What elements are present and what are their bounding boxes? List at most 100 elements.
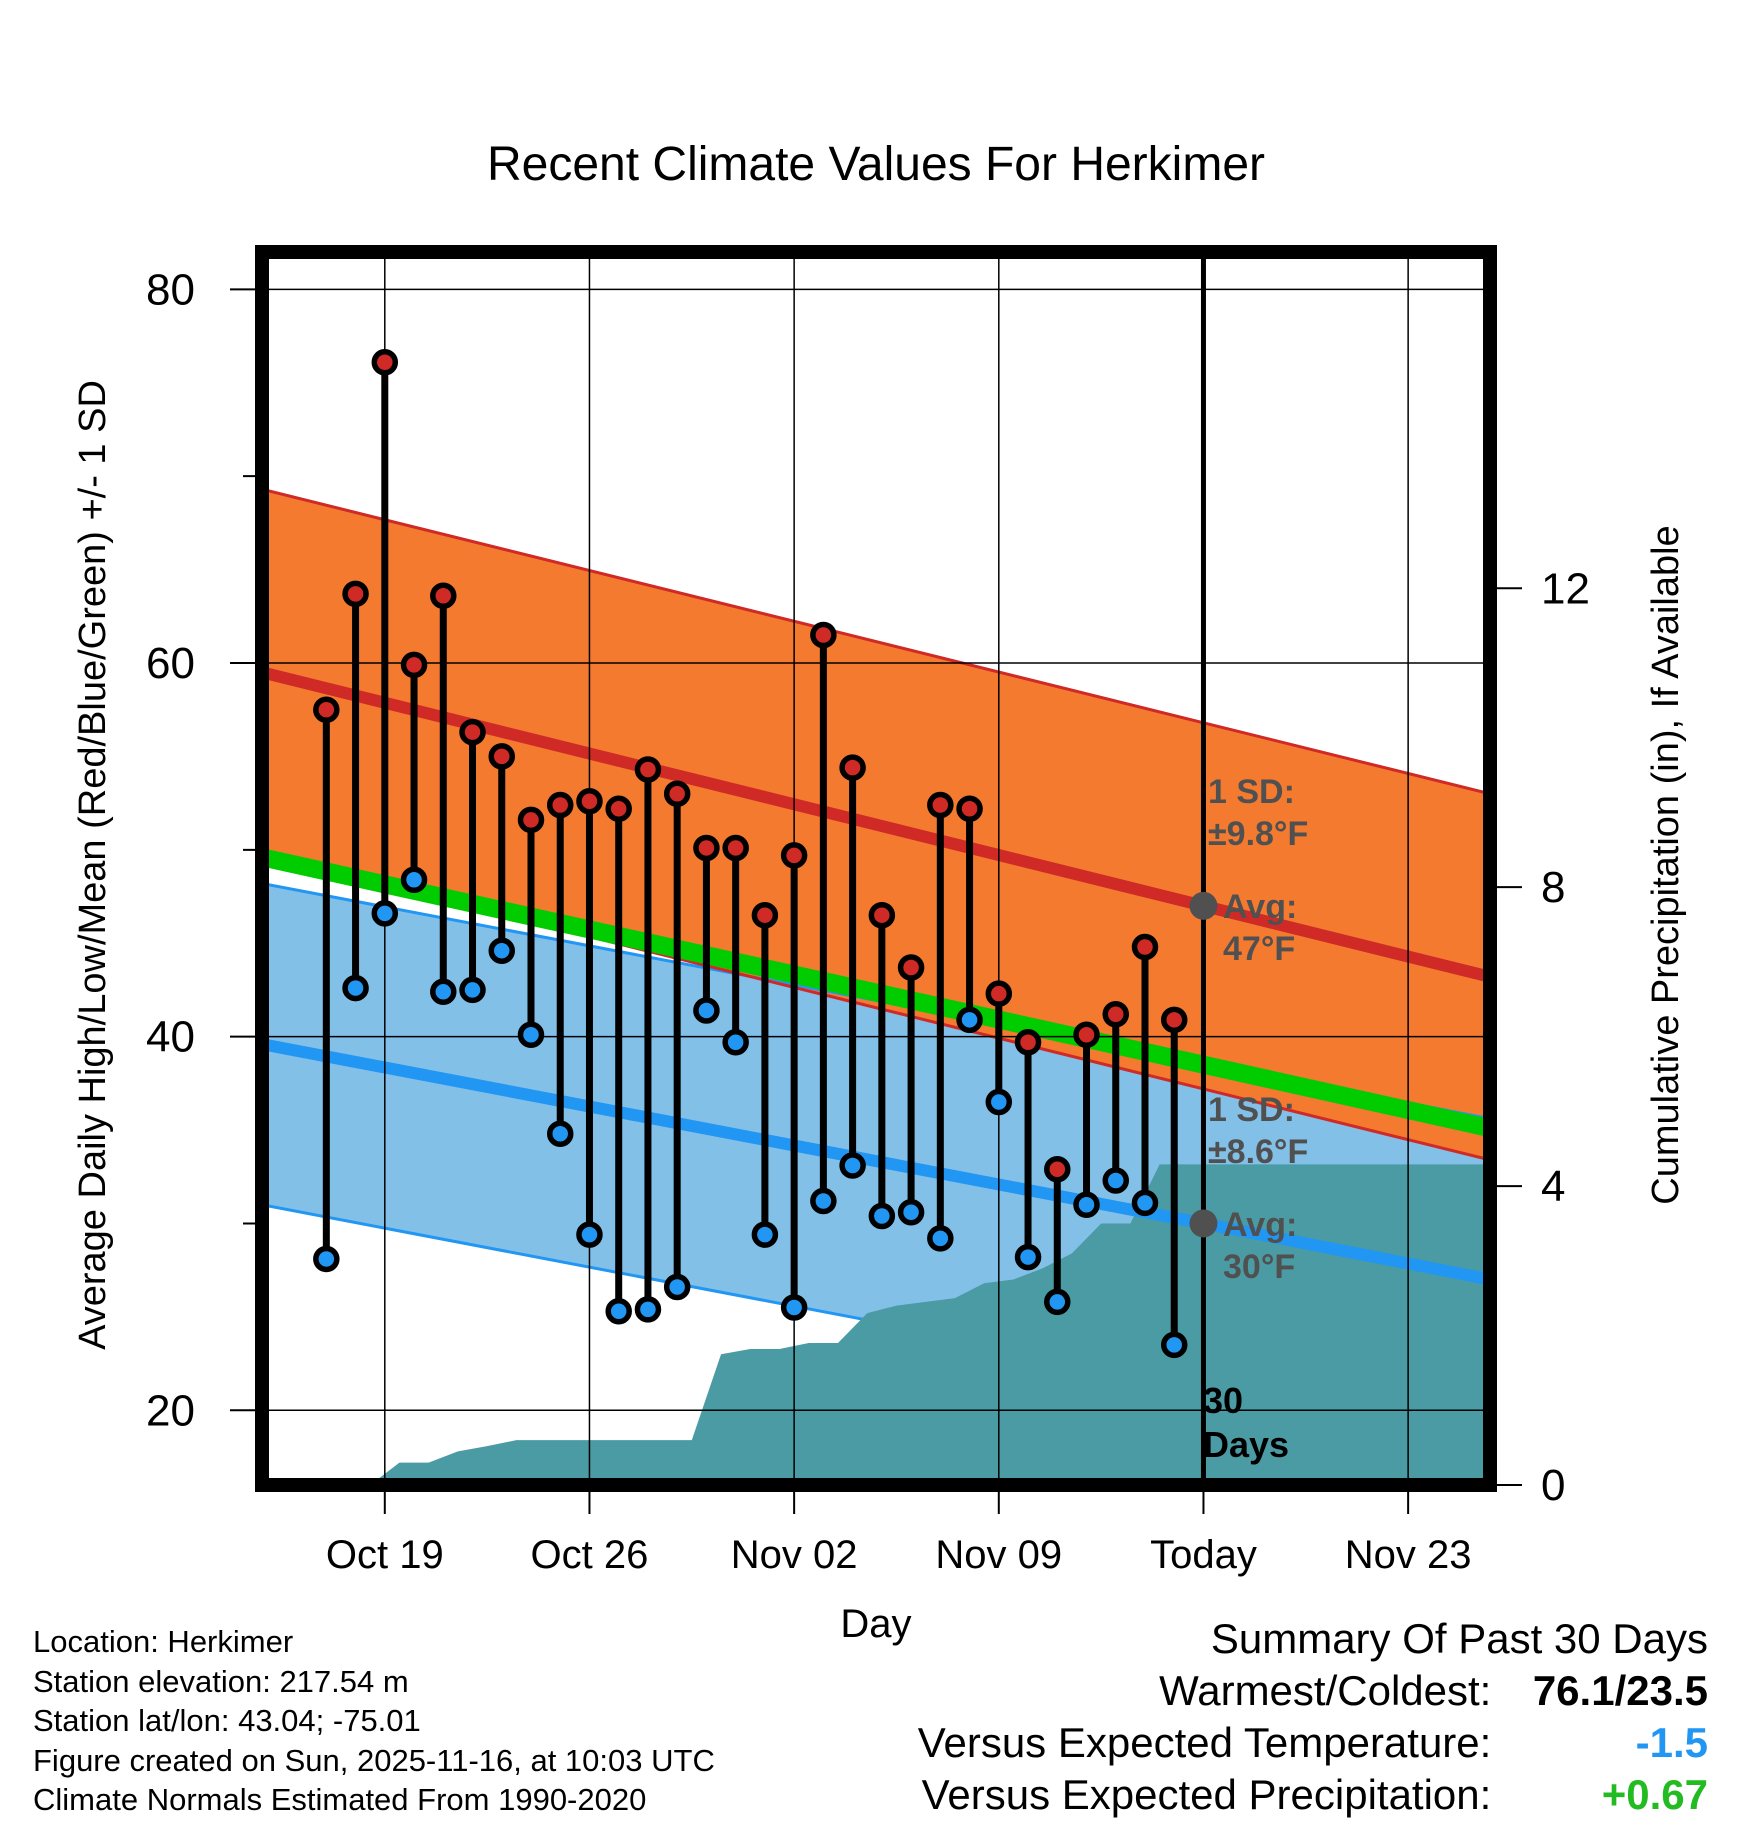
high-temp-point xyxy=(868,901,896,929)
high-temp-point xyxy=(780,842,808,869)
low-temp-point xyxy=(751,1221,779,1248)
window-count-label: 30 xyxy=(1203,1380,1243,1421)
y-axis-label: Average Daily High/Low/Mean (Red/Blue/Gr… xyxy=(72,380,114,1350)
high-temp-point xyxy=(693,834,720,862)
low-temp-point xyxy=(663,1273,691,1301)
high-temp-point xyxy=(605,795,632,822)
high-temp-point xyxy=(956,795,983,822)
high-temp-point xyxy=(839,754,866,781)
summary-warm-cold: Warmest/Coldest: 76.1/23.5 xyxy=(918,1665,1708,1717)
low-temp-point xyxy=(956,1006,983,1034)
low-temp-point xyxy=(459,976,486,1004)
summary-precip: Versus Expected Precipitation: +0.67 xyxy=(918,1769,1708,1821)
high-temp-point xyxy=(751,901,779,929)
low-temp-point xyxy=(1102,1167,1130,1194)
low-temp-point xyxy=(1160,1331,1188,1359)
high-temp-point xyxy=(1073,1021,1100,1049)
high-temp-point xyxy=(576,787,603,815)
low-temp-point xyxy=(1044,1288,1071,1316)
created-text: Figure created on Sun, 2025-11-16, at 10… xyxy=(33,1742,715,1778)
chart-title: Recent Climate Values For Herkimer xyxy=(487,138,1265,191)
low-sd-label: 1 SD: xyxy=(1208,1091,1295,1129)
high-temp-point xyxy=(634,756,662,783)
temp-label: Versus Expected Temperature: xyxy=(917,1719,1492,1766)
low-temp-point xyxy=(313,1245,340,1273)
low-temp-point xyxy=(722,1028,749,1056)
low-sd-value: ±8.6°F xyxy=(1208,1133,1308,1171)
location-text: Location: Herkimer xyxy=(33,1624,294,1659)
low-temp-point xyxy=(1131,1189,1159,1217)
low-temp-point xyxy=(693,997,720,1024)
high-avg-label: Avg: xyxy=(1223,888,1297,926)
y-tick-label: 40 xyxy=(146,1013,195,1062)
high-temp-point xyxy=(430,582,457,609)
low-temp-point xyxy=(634,1296,662,1323)
y2-tick-label: 12 xyxy=(1541,564,1590,613)
summary-heading: Summary Of Past 30 Days xyxy=(1210,1615,1708,1662)
low-temp-point xyxy=(839,1152,866,1179)
high-avg-value: 47°F xyxy=(1223,930,1295,968)
window-unit-label: Days xyxy=(1203,1424,1289,1465)
x-tick-label: Oct 19 xyxy=(326,1533,444,1577)
precip-label: Versus Expected Precipitation: xyxy=(921,1771,1492,1818)
warm-cold-label: Warmest/Coldest: xyxy=(1159,1667,1492,1714)
high-temp-point xyxy=(1014,1028,1042,1056)
low-temp-point xyxy=(488,937,516,964)
high-temp-point xyxy=(517,806,545,834)
y-tick-label: 20 xyxy=(146,1386,195,1435)
low-temp-point xyxy=(1014,1243,1042,1271)
low-avg-value: 30°F xyxy=(1223,1248,1295,1286)
low-temp-point xyxy=(371,900,399,927)
x-tick-label: Nov 23 xyxy=(1345,1533,1472,1577)
high-temp-point xyxy=(985,980,1013,1007)
low-temp-point xyxy=(780,1294,808,1321)
y2-axis-label: Cumulative Precipitation (in), If Availa… xyxy=(1645,525,1687,1204)
high-temp-point xyxy=(546,791,574,819)
high-temp-point xyxy=(810,621,837,649)
high-temp-point xyxy=(722,834,749,862)
y2-tick-label: 8 xyxy=(1541,863,1565,912)
high-temp-point xyxy=(459,718,486,746)
latlon-text: Station lat/lon: 43.04; -75.01 xyxy=(33,1703,421,1738)
y2-tick-label: 4 xyxy=(1541,1162,1565,1211)
x-tick-label: Nov 02 xyxy=(731,1533,858,1577)
x-tick-label: Nov 09 xyxy=(935,1533,1062,1577)
y-tick-label: 60 xyxy=(146,639,195,688)
high-temp-point xyxy=(1102,1000,1130,1028)
low-temp-point xyxy=(430,978,457,1006)
low-avg-today-marker xyxy=(1189,1209,1218,1238)
high-temp-point xyxy=(1160,1006,1188,1034)
low-temp-point xyxy=(985,1088,1013,1116)
y2-tick-label: 0 xyxy=(1541,1461,1565,1510)
low-temp-point xyxy=(868,1202,896,1230)
high-avg-today-marker xyxy=(1189,891,1218,920)
station-info: Location: Herkimer Station elevation: 21… xyxy=(33,1622,715,1820)
summary-temp: Versus Expected Temperature: -1.5 xyxy=(918,1717,1708,1769)
low-temp-point xyxy=(546,1120,574,1148)
high-temp-point xyxy=(927,791,954,819)
low-temp-point xyxy=(400,866,428,893)
summary-panel: Summary Of Past 30 Days Warmest/Coldest:… xyxy=(918,1613,1708,1821)
high-temp-point xyxy=(488,743,516,770)
warm-cold-value: 76.1/23.5 xyxy=(1532,1667,1708,1714)
high-temp-point xyxy=(371,348,399,376)
x-tick-label: Today xyxy=(1150,1533,1257,1577)
precip-value: +0.67 xyxy=(1601,1771,1708,1818)
y-tick-label: 80 xyxy=(146,265,195,314)
high-temp-point xyxy=(342,580,369,608)
x-axis-label: Day xyxy=(840,1602,911,1646)
high-temp-point xyxy=(1131,933,1159,961)
low-temp-point xyxy=(1073,1191,1100,1219)
low-avg-label: Avg: xyxy=(1223,1206,1297,1244)
low-temp-point xyxy=(927,1225,954,1252)
x-tick-label: Oct 26 xyxy=(531,1533,649,1577)
precip-area xyxy=(311,1164,1490,1485)
low-temp-point xyxy=(517,1021,545,1049)
high-temp-point xyxy=(663,780,691,808)
high-temp-point xyxy=(897,954,925,981)
low-temp-point xyxy=(810,1187,837,1215)
low-temp-point xyxy=(342,974,369,1002)
plot-frame xyxy=(255,245,1497,1492)
temp-value: -1.5 xyxy=(1635,1719,1708,1766)
